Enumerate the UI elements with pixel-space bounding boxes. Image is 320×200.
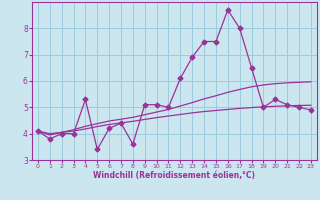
X-axis label: Windchill (Refroidissement éolien,°C): Windchill (Refroidissement éolien,°C)	[93, 171, 255, 180]
